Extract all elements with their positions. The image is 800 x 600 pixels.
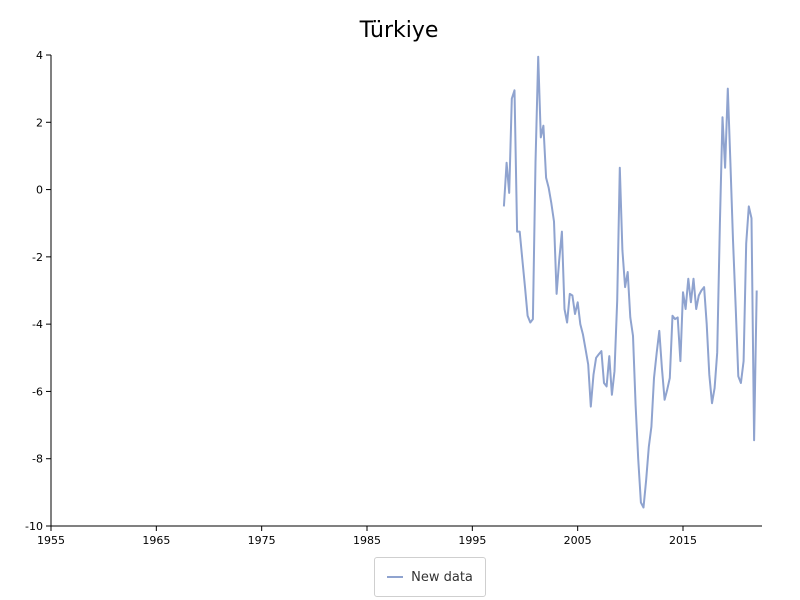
y-tick-label: -4 bbox=[32, 318, 43, 331]
y-tick-label: 4 bbox=[36, 49, 43, 62]
legend-label: New data bbox=[411, 569, 473, 585]
y-tick-label: -2 bbox=[32, 251, 43, 264]
y-tick-label: -10 bbox=[25, 520, 43, 533]
y-tick-label: 0 bbox=[36, 184, 43, 197]
x-tick-label: 2005 bbox=[564, 534, 592, 547]
y-tick-label: -8 bbox=[32, 453, 43, 466]
x-tick-label: 1975 bbox=[248, 534, 276, 547]
plot-area bbox=[502, 55, 758, 509]
x-tick-label: 2015 bbox=[669, 534, 697, 547]
y-tick-label: 2 bbox=[36, 116, 43, 129]
y-tick-label: -6 bbox=[32, 385, 43, 398]
legend[interactable]: New data bbox=[374, 557, 486, 597]
chart-title: Türkiye bbox=[359, 18, 439, 43]
x-tick-label: 1955 bbox=[37, 534, 65, 547]
x-tick-label: 1995 bbox=[458, 534, 486, 547]
legend-swatch-line-icon bbox=[387, 576, 404, 578]
x-tick-label: 1985 bbox=[353, 534, 381, 547]
x-tick-label: 1965 bbox=[142, 534, 170, 547]
series-line-0 bbox=[502, 55, 758, 509]
